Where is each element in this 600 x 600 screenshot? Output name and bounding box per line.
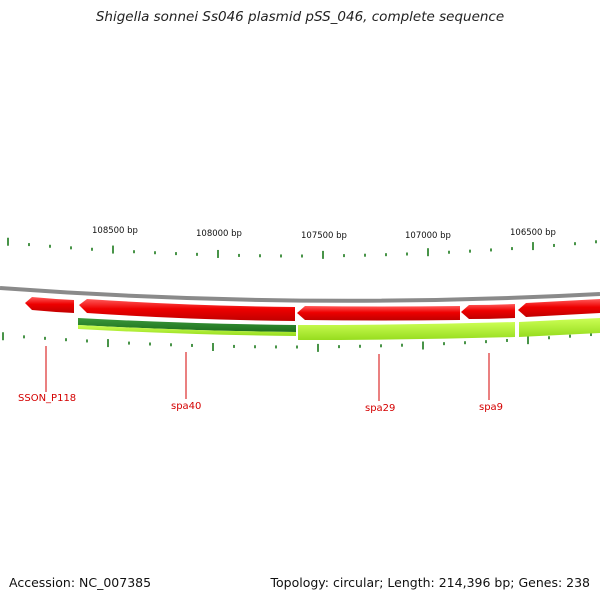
map-title: Shigella sonnei Ss046 plasmid pSS_046, c… xyxy=(95,9,505,25)
ruler-label-106500: 106500 bp xyxy=(510,228,556,238)
feature-band-light-left[interactable] xyxy=(78,325,296,336)
gene-label-ssonp118: SSON_P118 xyxy=(18,393,76,404)
gene-label-spa40: spa40 xyxy=(171,401,201,412)
gene-arrow-spa40[interactable] xyxy=(79,299,295,321)
ruler-label-108000: 108000 bp xyxy=(196,229,242,239)
inner-tick-marks xyxy=(2,332,592,352)
outer-tick-marks xyxy=(7,237,597,259)
gene-arrow-right-edge[interactable] xyxy=(518,299,600,317)
summary-text: Topology: circular; Length: 214,396 bp; … xyxy=(270,575,591,590)
feature-band-dark[interactable] xyxy=(78,318,296,332)
ruler-label-108500: 108500 bp xyxy=(92,226,138,236)
ruler-label-107000: 107000 bp xyxy=(405,231,451,241)
accession-text: Accession: NC_007385 xyxy=(9,575,152,590)
gene-arrow-spa29[interactable] xyxy=(297,306,460,321)
gene-arrow-spa9[interactable] xyxy=(461,304,515,319)
backbone-arc xyxy=(0,286,600,303)
feature-band-light-right[interactable] xyxy=(519,318,600,337)
gene-arrow-ssonp118[interactable] xyxy=(25,297,74,313)
feature-band-light-middle[interactable] xyxy=(298,322,515,340)
ruler-label-107500: 107500 bp xyxy=(301,231,347,241)
gene-label-spa29: spa29 xyxy=(365,403,395,414)
gene-label-spa9: spa9 xyxy=(479,402,503,413)
